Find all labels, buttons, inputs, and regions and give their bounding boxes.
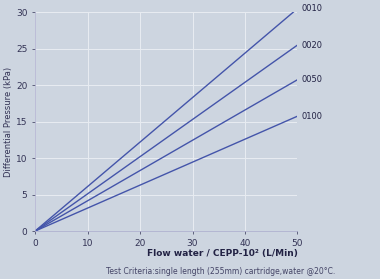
Text: 0050: 0050 xyxy=(302,75,323,84)
Text: Test Criteria:single length (255mm) cartridge,water @20°C.: Test Criteria:single length (255mm) cart… xyxy=(106,267,335,276)
X-axis label: Flow water / CEPP-10² (L/Min): Flow water / CEPP-10² (L/Min) xyxy=(147,249,298,258)
Text: 0100: 0100 xyxy=(302,112,323,121)
Text: 0010: 0010 xyxy=(302,4,323,13)
Y-axis label: Differential Pressure (kPa): Differential Pressure (kPa) xyxy=(4,67,13,177)
Text: 0020: 0020 xyxy=(302,40,323,50)
